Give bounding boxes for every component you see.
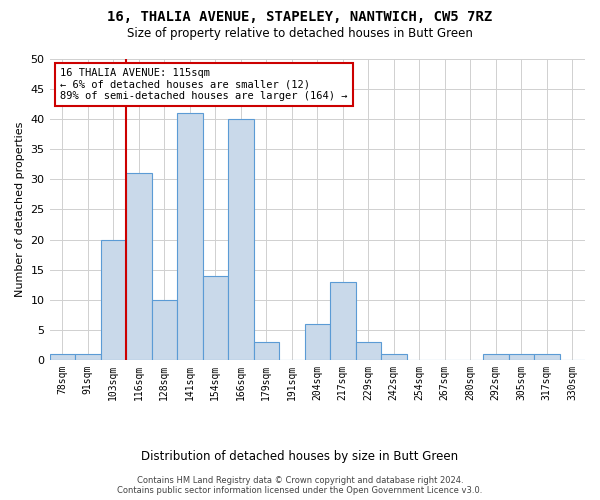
Text: Size of property relative to detached houses in Butt Green: Size of property relative to detached ho… [127,28,473,40]
Bar [50,354,75,360]
Bar [152,300,177,360]
Bar [483,354,509,360]
Bar [101,240,126,360]
Text: Distribution of detached houses by size in Butt Green: Distribution of detached houses by size … [142,450,458,463]
Text: 16, THALIA AVENUE, STAPELEY, NANTWICH, CW5 7RZ: 16, THALIA AVENUE, STAPELEY, NANTWICH, C… [107,10,493,24]
Bar [381,354,407,360]
Bar [534,354,560,360]
Bar [254,342,279,360]
Bar [177,113,203,360]
Y-axis label: Number of detached properties: Number of detached properties [15,122,25,297]
Bar [305,324,330,360]
Text: Contains HM Land Registry data © Crown copyright and database right 2024.
Contai: Contains HM Land Registry data © Crown c… [118,476,482,495]
Bar [356,342,381,360]
Text: 16 THALIA AVENUE: 115sqm
← 6% of detached houses are smaller (12)
89% of semi-de: 16 THALIA AVENUE: 115sqm ← 6% of detache… [60,68,348,101]
Bar [228,119,254,360]
Bar [203,276,228,360]
Bar [75,354,101,360]
Bar [330,282,356,360]
Bar [509,354,534,360]
Bar [126,174,152,360]
